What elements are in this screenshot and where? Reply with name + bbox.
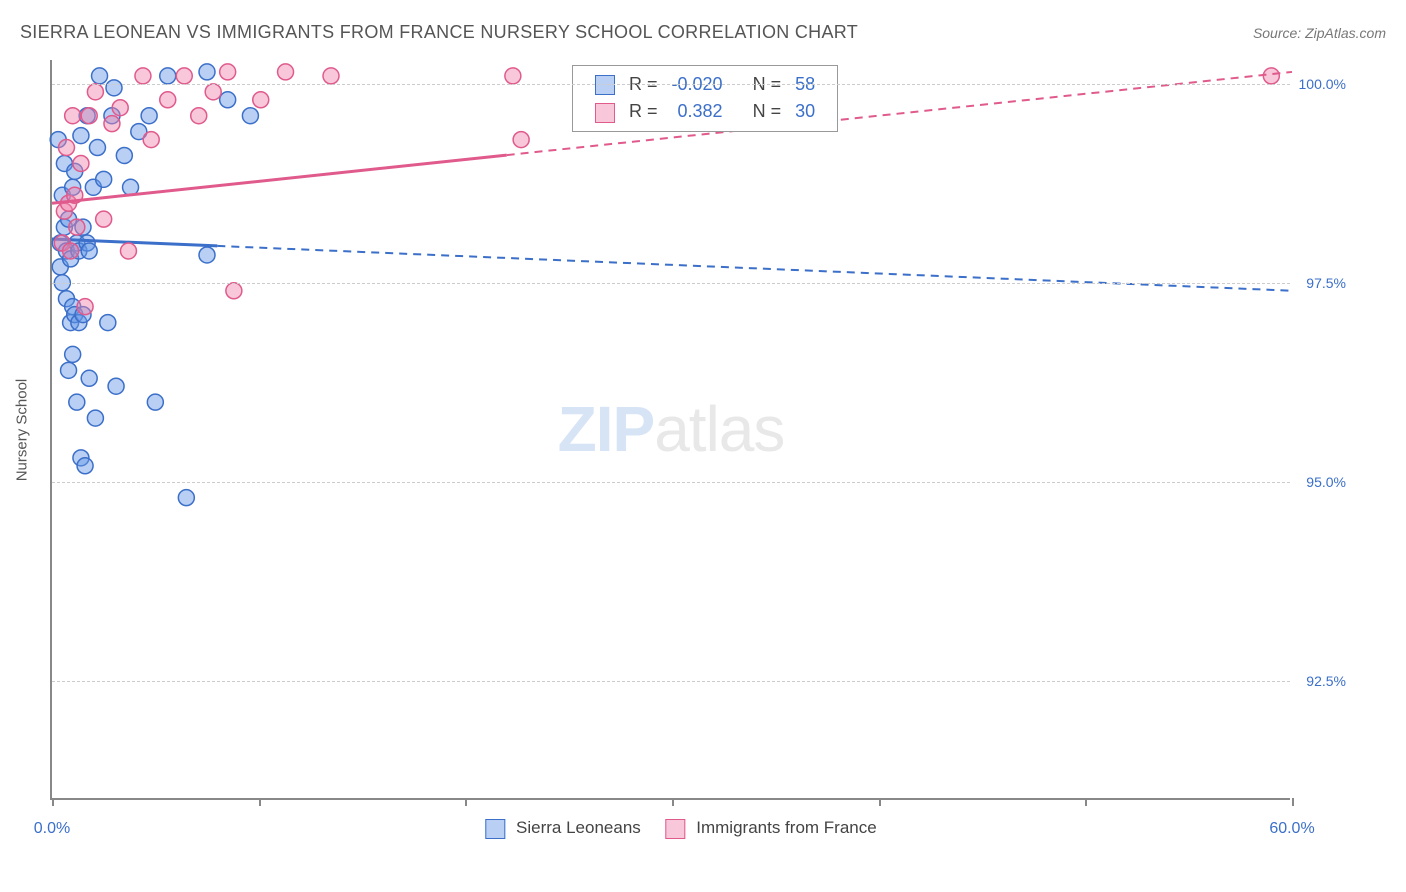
data-point xyxy=(77,299,93,315)
data-point xyxy=(242,108,258,124)
data-point xyxy=(77,458,93,474)
data-point xyxy=(178,490,194,506)
stats-legend-box: R = -0.020 N = 58 R = 0.382 N = 30 xyxy=(572,65,838,132)
r-value-2: 0.382 xyxy=(666,99,729,124)
gridline xyxy=(52,283,1290,284)
scatter-svg xyxy=(52,60,1290,798)
stats-row-series2: R = 0.382 N = 30 xyxy=(589,99,821,124)
gridline xyxy=(52,681,1290,682)
gridline xyxy=(52,482,1290,483)
n-value-2: 30 xyxy=(789,99,821,124)
data-point xyxy=(73,155,89,171)
legend-swatch-2 xyxy=(666,819,686,839)
data-point xyxy=(253,92,269,108)
data-point xyxy=(89,140,105,156)
data-point xyxy=(199,247,215,263)
swatch-series1 xyxy=(595,75,615,95)
data-point xyxy=(100,315,116,331)
chart-header: SIERRA LEONEAN VS IMMIGRANTS FROM FRANCE… xyxy=(0,0,1406,53)
data-point xyxy=(220,64,236,80)
data-point xyxy=(513,132,529,148)
plot-container: Nursery School ZIPatlas R = -0.020 N = 5… xyxy=(50,60,1350,800)
data-point xyxy=(1263,68,1279,84)
data-point xyxy=(505,68,521,84)
ytick-label: 100.0% xyxy=(1296,76,1346,92)
data-point xyxy=(199,64,215,80)
data-point xyxy=(104,116,120,132)
data-point xyxy=(87,410,103,426)
data-point xyxy=(143,132,159,148)
data-point xyxy=(226,283,242,299)
swatch-series2 xyxy=(595,103,615,123)
data-point xyxy=(81,108,97,124)
data-point xyxy=(160,68,176,84)
ytick-label: 97.5% xyxy=(1296,275,1346,291)
legend-swatch-1 xyxy=(485,819,505,839)
xtick xyxy=(1292,798,1294,806)
data-point xyxy=(81,243,97,259)
data-point xyxy=(73,128,89,144)
data-point xyxy=(96,211,112,227)
data-point xyxy=(81,370,97,386)
data-point xyxy=(65,346,81,362)
xtick xyxy=(879,798,881,806)
xtick xyxy=(465,798,467,806)
data-point xyxy=(135,68,151,84)
data-point xyxy=(69,394,85,410)
xtick xyxy=(259,798,261,806)
legend-label-1: Sierra Leoneans xyxy=(516,818,641,837)
data-point xyxy=(323,68,339,84)
xtick-label: 60.0% xyxy=(1269,820,1314,838)
data-point xyxy=(191,108,207,124)
data-point xyxy=(61,362,77,378)
n-label-2: N = xyxy=(747,99,788,124)
data-point xyxy=(58,140,74,156)
y-axis-label: Nursery School xyxy=(14,379,31,482)
plot-area: ZIPatlas R = -0.020 N = 58 R = 0.382 xyxy=(50,60,1290,800)
data-point xyxy=(112,100,128,116)
xtick-label: 0.0% xyxy=(34,820,70,838)
data-point xyxy=(65,108,81,124)
data-point xyxy=(63,243,79,259)
trend-line xyxy=(217,246,1292,291)
data-point xyxy=(176,68,192,84)
data-point xyxy=(87,84,103,100)
legend-label-2: Immigrants from France xyxy=(696,818,876,837)
data-point xyxy=(205,84,221,100)
data-point xyxy=(141,108,157,124)
ytick-label: 92.5% xyxy=(1296,673,1346,689)
data-point xyxy=(96,171,112,187)
xtick xyxy=(672,798,674,806)
data-point xyxy=(116,147,132,163)
xtick xyxy=(52,798,54,806)
data-point xyxy=(69,219,85,235)
chart-title: SIERRA LEONEAN VS IMMIGRANTS FROM FRANCE… xyxy=(20,22,858,43)
data-point xyxy=(160,92,176,108)
gridline xyxy=(52,84,1290,85)
source-label: Source: ZipAtlas.com xyxy=(1253,25,1386,41)
data-point xyxy=(106,80,122,96)
data-point xyxy=(120,243,136,259)
legend-bottom: Sierra Leoneans Immigrants from France xyxy=(465,818,876,839)
data-point xyxy=(220,92,236,108)
ytick-label: 95.0% xyxy=(1296,474,1346,490)
data-point xyxy=(278,64,294,80)
data-point xyxy=(147,394,163,410)
xtick xyxy=(1085,798,1087,806)
data-point xyxy=(92,68,108,84)
r-label-2: R = xyxy=(623,99,664,124)
data-point xyxy=(108,378,124,394)
